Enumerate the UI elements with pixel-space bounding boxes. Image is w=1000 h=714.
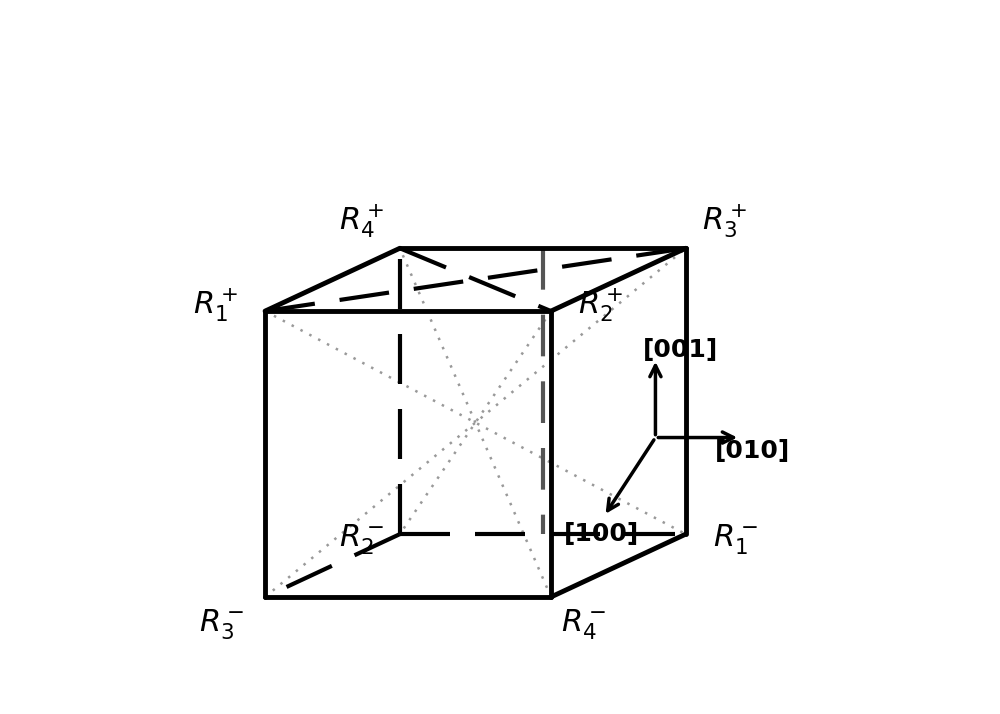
Text: [010]: [010]	[715, 439, 790, 463]
Text: $R_4^-$: $R_4^-$	[561, 607, 607, 642]
Text: $R_3^+$: $R_3^+$	[702, 202, 747, 240]
Text: [100]: [100]	[563, 523, 639, 546]
Text: [001]: [001]	[643, 338, 718, 362]
Text: $R_4^+$: $R_4^+$	[339, 202, 384, 240]
Text: $R_2^-$: $R_2^-$	[339, 523, 384, 557]
Text: $R_2^+$: $R_2^+$	[578, 287, 623, 324]
Text: $R_1^+$: $R_1^+$	[193, 287, 238, 324]
Text: $R_1^-$: $R_1^-$	[713, 523, 758, 557]
Text: $R_3^-$: $R_3^-$	[199, 607, 244, 642]
